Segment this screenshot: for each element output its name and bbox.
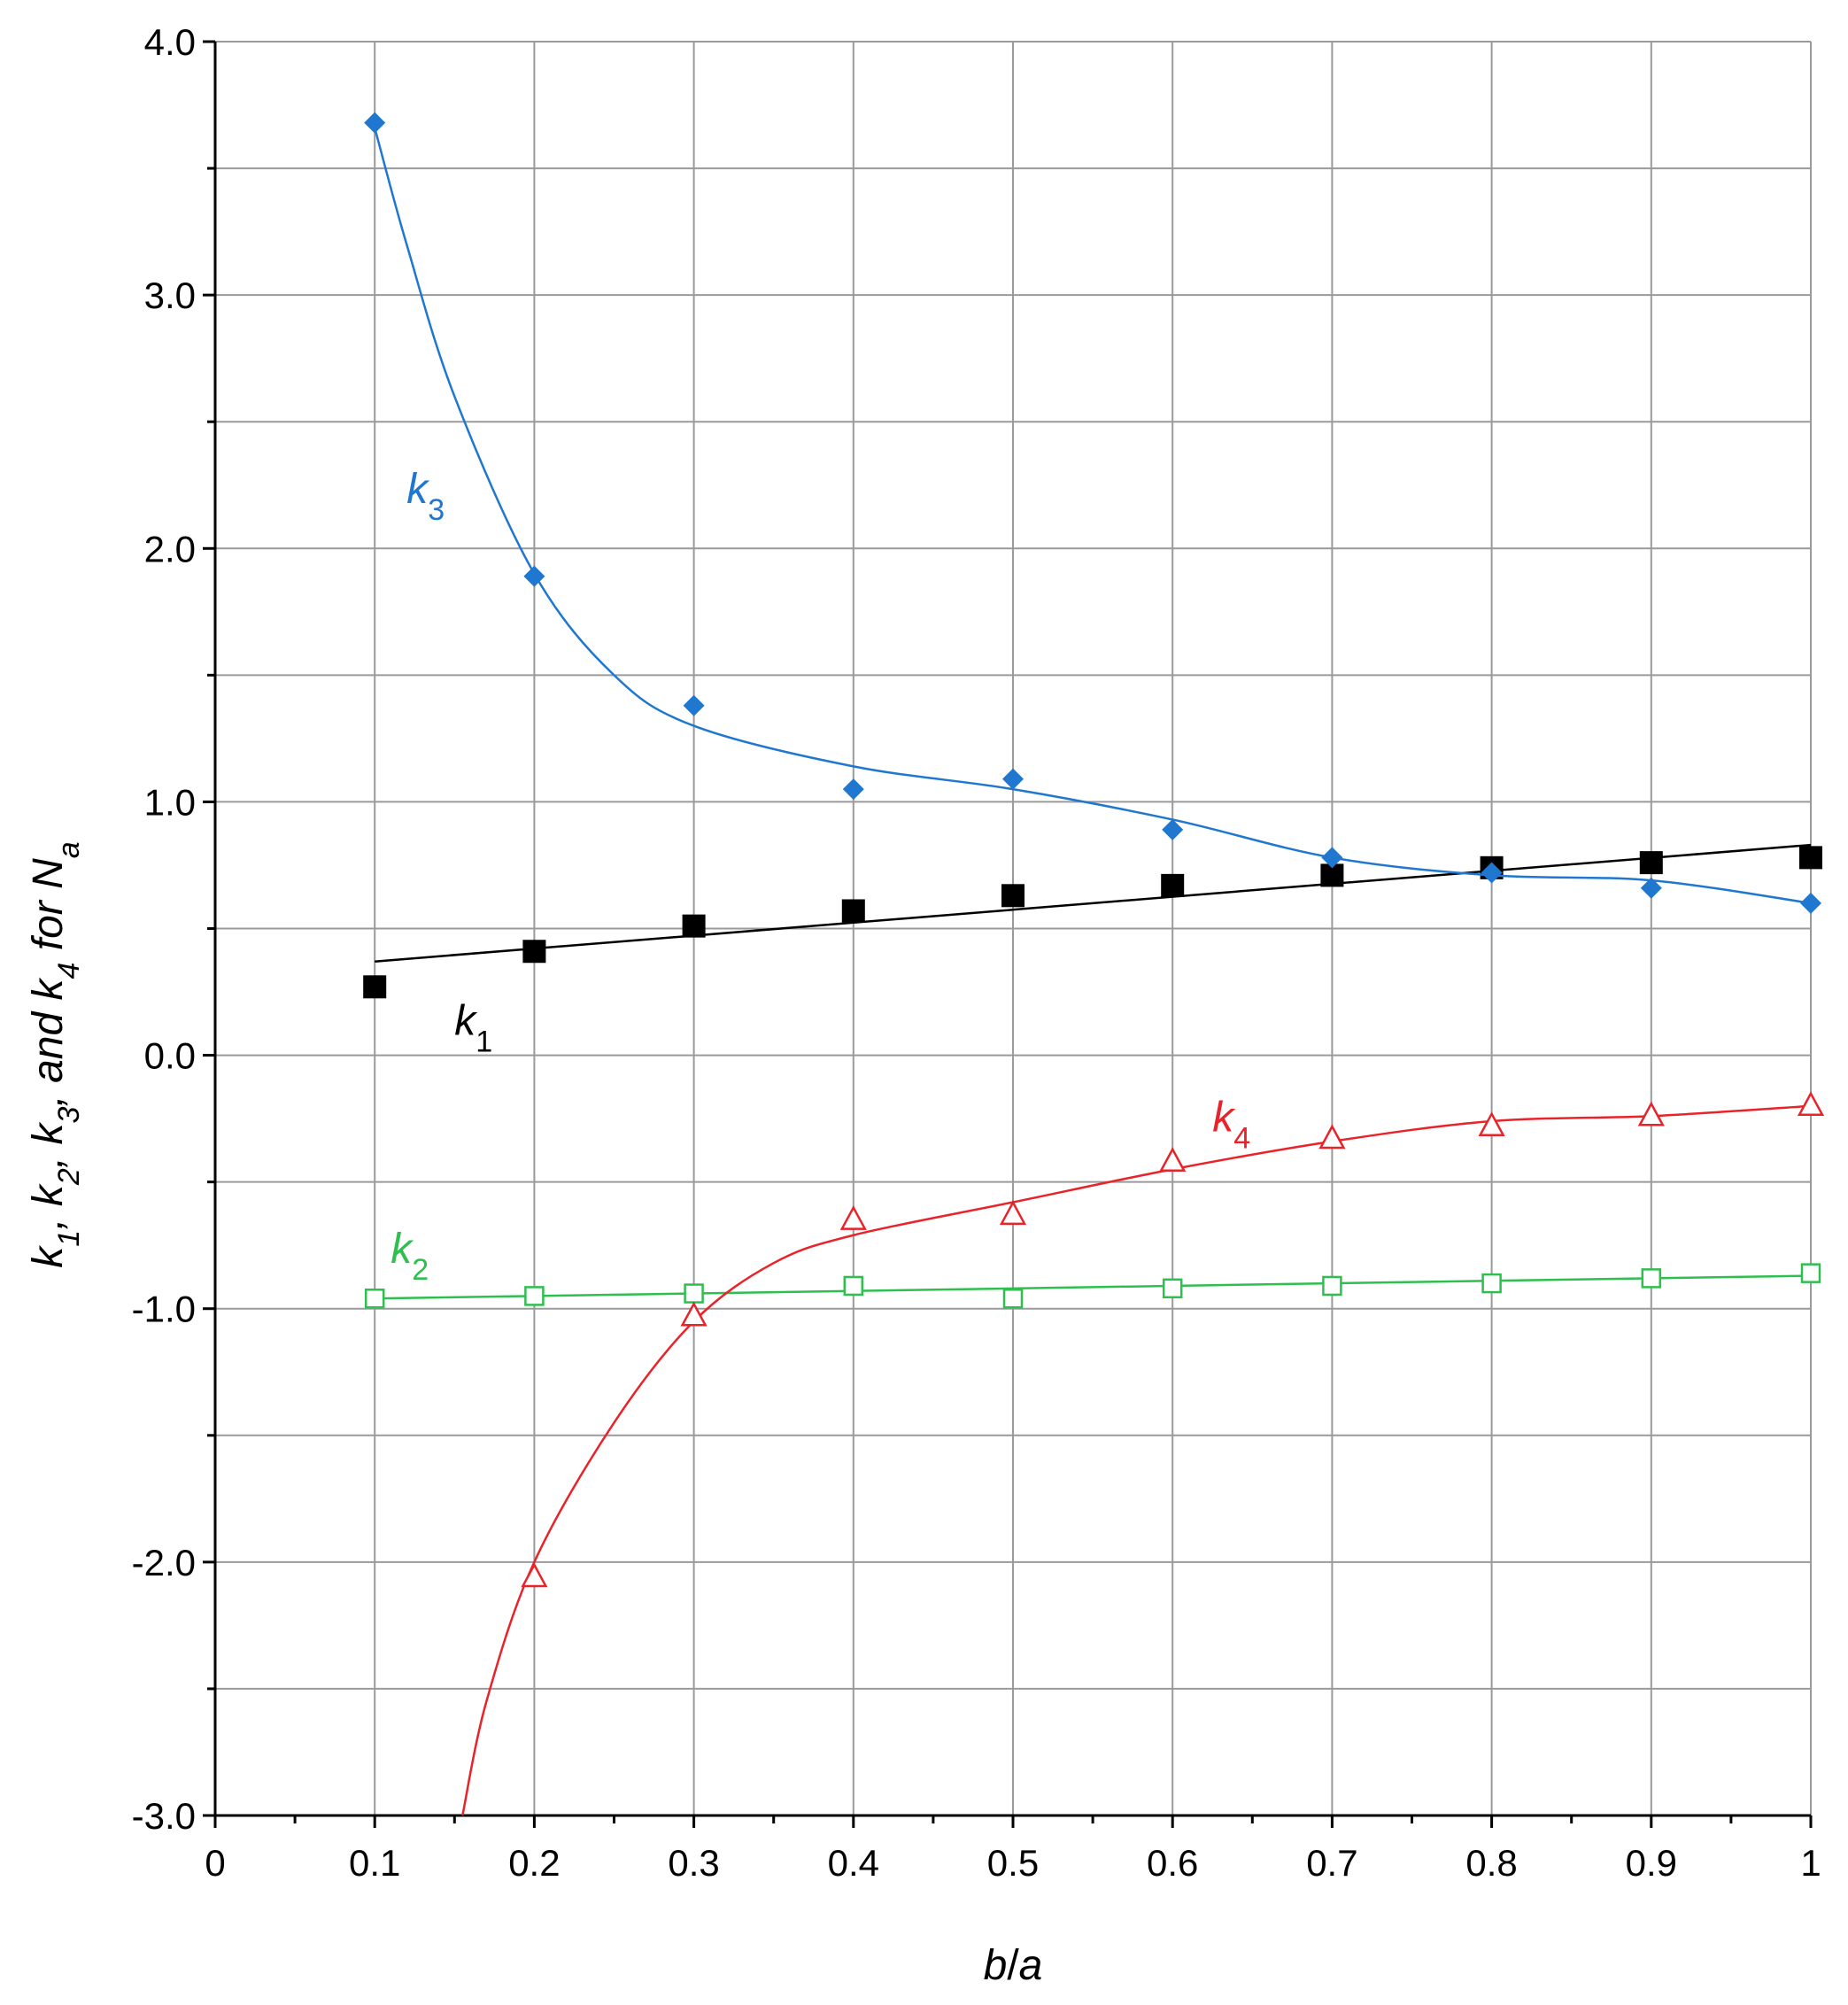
x-tick-label: 0.5: [987, 1842, 1039, 1884]
k4-point: [1159, 1147, 1187, 1173]
k4-fit-line: [461, 1104, 1812, 1816]
k3-point: [1481, 862, 1503, 884]
k1-point: [1001, 884, 1025, 908]
k2-point: [1162, 1278, 1183, 1299]
k1-point: [522, 940, 546, 964]
series-k1: [363, 843, 1822, 999]
k3-point: [523, 565, 545, 587]
k1-point: [1161, 873, 1185, 897]
k1-label: k1: [454, 998, 492, 1059]
series-k3: [364, 112, 1821, 914]
k4-point: [1318, 1124, 1346, 1150]
k2-point: [1481, 1273, 1502, 1294]
y-tick-labels: -3.0 -2.0 -1.0 0.0 1.0 2.0 3.0 4.0: [132, 21, 196, 1837]
k2-fit-line: [375, 1274, 1812, 1300]
series-k4: [461, 1091, 1825, 1816]
x-tick-label: 0.3: [668, 1842, 719, 1884]
k3-point: [1002, 768, 1024, 790]
k2-point: [684, 1283, 704, 1304]
k2-point: [524, 1286, 545, 1306]
k3-point: [683, 694, 705, 716]
x-tick-label: 0.6: [1147, 1842, 1198, 1884]
k4-point: [839, 1204, 867, 1230]
k3-label: k3: [406, 466, 445, 527]
k2-point: [1800, 1263, 1821, 1283]
k3-point: [364, 112, 386, 134]
k2-point: [1322, 1275, 1342, 1297]
k4-point: [1797, 1091, 1825, 1117]
k4-point: [1637, 1101, 1665, 1126]
k2-label: k2: [390, 1226, 429, 1287]
x-tick-label: 0.7: [1306, 1842, 1357, 1884]
k1-fit-line: [375, 843, 1812, 963]
k3-point: [1800, 892, 1821, 914]
y-axis-title: k1, k2, k3, and k4 for Na: [25, 841, 86, 1267]
x-tick-label: 0.4: [828, 1842, 879, 1884]
k4-point: [521, 1562, 548, 1588]
k2-point: [1641, 1268, 1662, 1289]
k3-fit-line: [373, 127, 1812, 905]
x-axis-title: b/a: [984, 1942, 1043, 1989]
axes: [203, 40, 1813, 1828]
k2-point: [364, 1289, 385, 1309]
x-tick-label: 0: [205, 1842, 225, 1884]
x-tick-labels: 0 0.1 0.2 0.3 0.4 0.5 0.6 0.7 0.8 0.9 1: [205, 1842, 1821, 1884]
y-tick-label: -3.0: [132, 1795, 196, 1837]
x-tick-label: 0.2: [508, 1842, 560, 1884]
k1-point: [363, 975, 387, 999]
x-tick-label: 1: [1800, 1842, 1821, 1884]
k2-point: [843, 1275, 864, 1297]
y-tick-label: 3.0: [144, 275, 196, 316]
k3-point: [1321, 847, 1343, 869]
y-tick-label: 0.0: [144, 1035, 196, 1077]
k1-point: [1799, 846, 1822, 870]
y-tick-label: -1.0: [132, 1289, 196, 1330]
k2-point: [1002, 1289, 1024, 1309]
k4-point: [999, 1200, 1027, 1226]
x-tick-label: 0.9: [1626, 1842, 1677, 1884]
k4-point: [680, 1301, 707, 1327]
series: [363, 112, 1825, 1816]
k3-point: [1162, 818, 1184, 840]
k1-point: [682, 914, 706, 938]
y-tick-label: 1.0: [144, 781, 196, 823]
grid: [214, 41, 1812, 1816]
k1-point: [841, 899, 865, 923]
x-tick-label: 0.1: [349, 1842, 400, 1884]
series-k2: [364, 1263, 1821, 1309]
k1-point: [1639, 851, 1663, 875]
x-tick-label: 0.8: [1465, 1842, 1517, 1884]
k4-label: k4: [1212, 1094, 1250, 1155]
series-labels: k1 k2 k3 k4: [390, 466, 1250, 1287]
k4-point: [1478, 1111, 1505, 1136]
y-tick-label: 2.0: [144, 528, 196, 569]
k3-point: [842, 778, 864, 801]
y-tick-label: 4.0: [144, 21, 196, 63]
y-tick-label: -2.0: [132, 1542, 196, 1583]
k3-point: [1640, 877, 1662, 899]
